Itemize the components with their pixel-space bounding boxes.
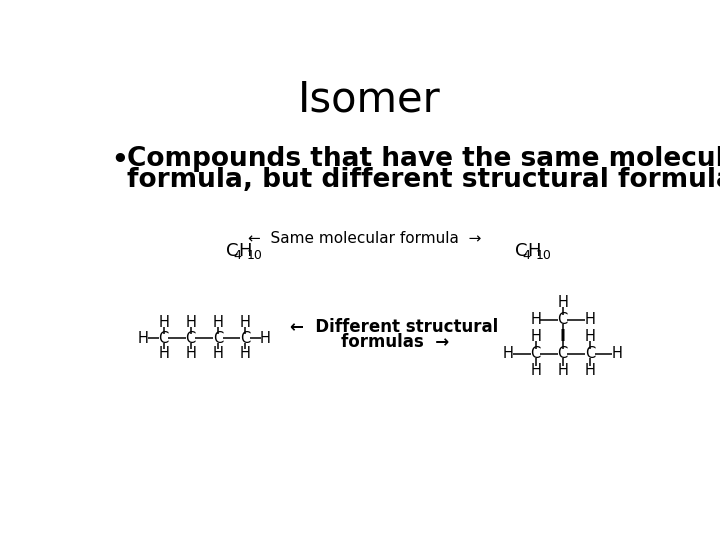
- Text: H: H: [557, 295, 568, 310]
- Text: H: H: [240, 346, 251, 361]
- Text: H: H: [158, 346, 169, 361]
- Text: 4: 4: [233, 249, 241, 262]
- Text: H: H: [530, 312, 541, 327]
- Text: H: H: [240, 315, 251, 330]
- Text: 10: 10: [536, 249, 552, 262]
- Text: H: H: [212, 346, 223, 361]
- Text: C: C: [585, 346, 595, 361]
- Text: C: C: [531, 346, 541, 361]
- Text: ←  Same molecular formula  →: ← Same molecular formula →: [248, 231, 482, 246]
- Text: H: H: [585, 363, 595, 378]
- Text: 4: 4: [523, 249, 531, 262]
- Text: I: I: [559, 329, 566, 344]
- Text: H: H: [585, 312, 595, 327]
- Text: H: H: [185, 315, 196, 330]
- Text: ←  Different structural: ← Different structural: [290, 318, 499, 335]
- Text: H: H: [158, 315, 169, 330]
- Text: H: H: [238, 242, 251, 260]
- Text: H: H: [185, 346, 196, 361]
- Text: H: H: [557, 363, 568, 378]
- Text: H: H: [585, 329, 595, 344]
- Text: •: •: [112, 148, 128, 174]
- Text: C: C: [212, 330, 223, 346]
- Text: C: C: [158, 330, 168, 346]
- Text: H: H: [611, 346, 622, 361]
- Text: H: H: [527, 242, 541, 260]
- Text: C: C: [240, 330, 250, 346]
- Text: H: H: [530, 329, 541, 344]
- Text: H: H: [530, 363, 541, 378]
- Text: C: C: [557, 312, 568, 327]
- Text: 10: 10: [246, 249, 262, 262]
- Text: H: H: [212, 315, 223, 330]
- Text: H: H: [503, 346, 514, 361]
- Text: Compounds that have the same molecular: Compounds that have the same molecular: [127, 146, 720, 172]
- Text: H: H: [138, 330, 149, 346]
- Text: C: C: [225, 242, 238, 260]
- Text: C: C: [186, 330, 196, 346]
- Text: Isomer: Isomer: [297, 78, 441, 120]
- Text: C: C: [515, 242, 527, 260]
- Text: H: H: [260, 330, 271, 346]
- Text: formula, but different structural formula: formula, but different structural formul…: [127, 167, 720, 193]
- Text: formulas  →: formulas →: [341, 333, 449, 351]
- Text: C: C: [557, 346, 568, 361]
